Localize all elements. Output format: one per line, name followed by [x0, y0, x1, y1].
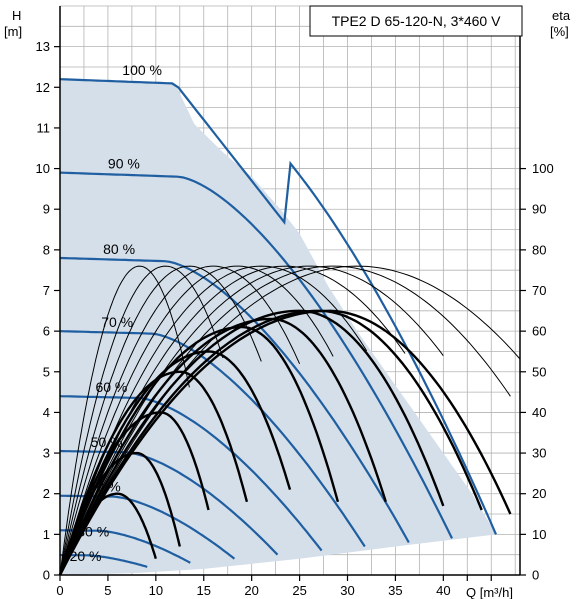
right-axis-tick-label: 40: [532, 405, 546, 420]
right-axis-tick-label: 0: [532, 568, 539, 583]
right-axis-tick-label: 100: [532, 161, 554, 176]
right-axis-tick-label: 20: [532, 486, 546, 501]
left-axis-tick-label: 8: [43, 242, 50, 257]
right-axis-tick-label: 90: [532, 202, 546, 217]
x-axis-label: Q [m³/h]: [466, 585, 513, 599]
speed-label: 80 %: [103, 241, 135, 257]
speed-label: 20 %: [70, 548, 102, 564]
speed-label: 90 %: [108, 156, 140, 172]
head-curve: [60, 554, 148, 568]
efficiency-curve-thin: [59, 265, 262, 576]
left-axis-tick-label: 3: [43, 446, 50, 461]
right-axis-tick-label: 10: [532, 527, 546, 542]
axes: 0123456789101112130102030405060708090100…: [36, 6, 554, 598]
speed-label: 70 %: [101, 314, 133, 330]
efficiency-curve-bold: [58, 309, 512, 576]
efficiency-curve-thin: [59, 265, 521, 576]
left-axis-unit: [m]: [4, 24, 22, 39]
speed-label: 100 %: [122, 62, 162, 78]
x-axis-tick-label: 0: [56, 583, 63, 598]
left-axis-tick-label: 2: [43, 486, 50, 501]
left-axis-tick-label: 6: [43, 324, 50, 339]
x-axis-tick-label: 10: [149, 583, 163, 598]
left-axis-tick-label: 9: [43, 202, 50, 217]
efficiency-curve-thin: [59, 265, 301, 576]
x-axis-tick-label: 30: [340, 583, 354, 598]
left-axis-label: H: [12, 8, 21, 23]
efficiency-curves: [58, 265, 521, 576]
right-axis-tick-label: 60: [532, 324, 546, 339]
title-box: TPE2 D 65-120-N, 3*460 V: [309, 5, 523, 37]
head-curves: 100 %90 %80 %70 %60 %50 %40 %30 %20 %: [59, 62, 498, 568]
right-axis-unit: [%]: [550, 24, 569, 39]
title-box-frame: [309, 5, 523, 37]
head-curve: [59, 171, 453, 539]
head-curve: [59, 449, 279, 556]
efficiency-curve-thin: [59, 265, 444, 576]
speed-label: 60 %: [95, 379, 127, 395]
operating-envelope: [60, 79, 496, 575]
right-axis-tick-label: 30: [532, 446, 546, 461]
efficiency-curve-bold: [58, 325, 340, 576]
x-axis-tick-label: 25: [292, 583, 306, 598]
efficiency-curve-bold: [58, 309, 445, 576]
head-curve: [59, 395, 323, 552]
x-axis-tick-label: 40: [436, 583, 450, 598]
left-axis-tick-label: 5: [43, 364, 50, 379]
left-axis-tick-label: 7: [43, 283, 50, 298]
efficiency-curve-bold: [58, 309, 483, 576]
left-axis-tick-label: 13: [36, 39, 50, 54]
efficiency-curve-thin: [59, 265, 190, 576]
head-curve: [59, 256, 410, 544]
right-axis-tick-label: 50: [532, 364, 546, 379]
left-axis-tick-label: 11: [37, 120, 51, 135]
right-axis-label: eta: [552, 8, 571, 23]
efficiency-curve-thin: [59, 265, 224, 576]
chart-title: TPE2 D 65-120-N, 3*460 V: [332, 13, 502, 29]
efficiency-curve-thin: [59, 265, 334, 576]
x-axis-tick-label: 20: [244, 583, 258, 598]
efficiency-curve-bold: [58, 350, 292, 576]
x-axis-tick-label: 35: [388, 583, 402, 598]
head-curve: [59, 330, 366, 548]
left-axis-tick-label: 0: [43, 568, 50, 583]
right-axis-tick-label: 80: [532, 242, 546, 257]
x-axis-tick-label: 15: [197, 583, 211, 598]
envelope-area: [60, 79, 496, 575]
right-axis-tick-label: 70: [532, 283, 546, 298]
left-axis-tick-label: 10: [36, 161, 50, 176]
left-axis-tick-label: 4: [43, 405, 50, 420]
left-axis-tick-label: 1: [43, 527, 50, 542]
efficiency-curve-thin: [59, 265, 511, 576]
x-axis-tick-label: 5: [104, 583, 111, 598]
efficiency-curve-bold: [58, 317, 387, 576]
left-axis-tick-label: 12: [36, 80, 50, 95]
head-curve: [59, 78, 498, 535]
